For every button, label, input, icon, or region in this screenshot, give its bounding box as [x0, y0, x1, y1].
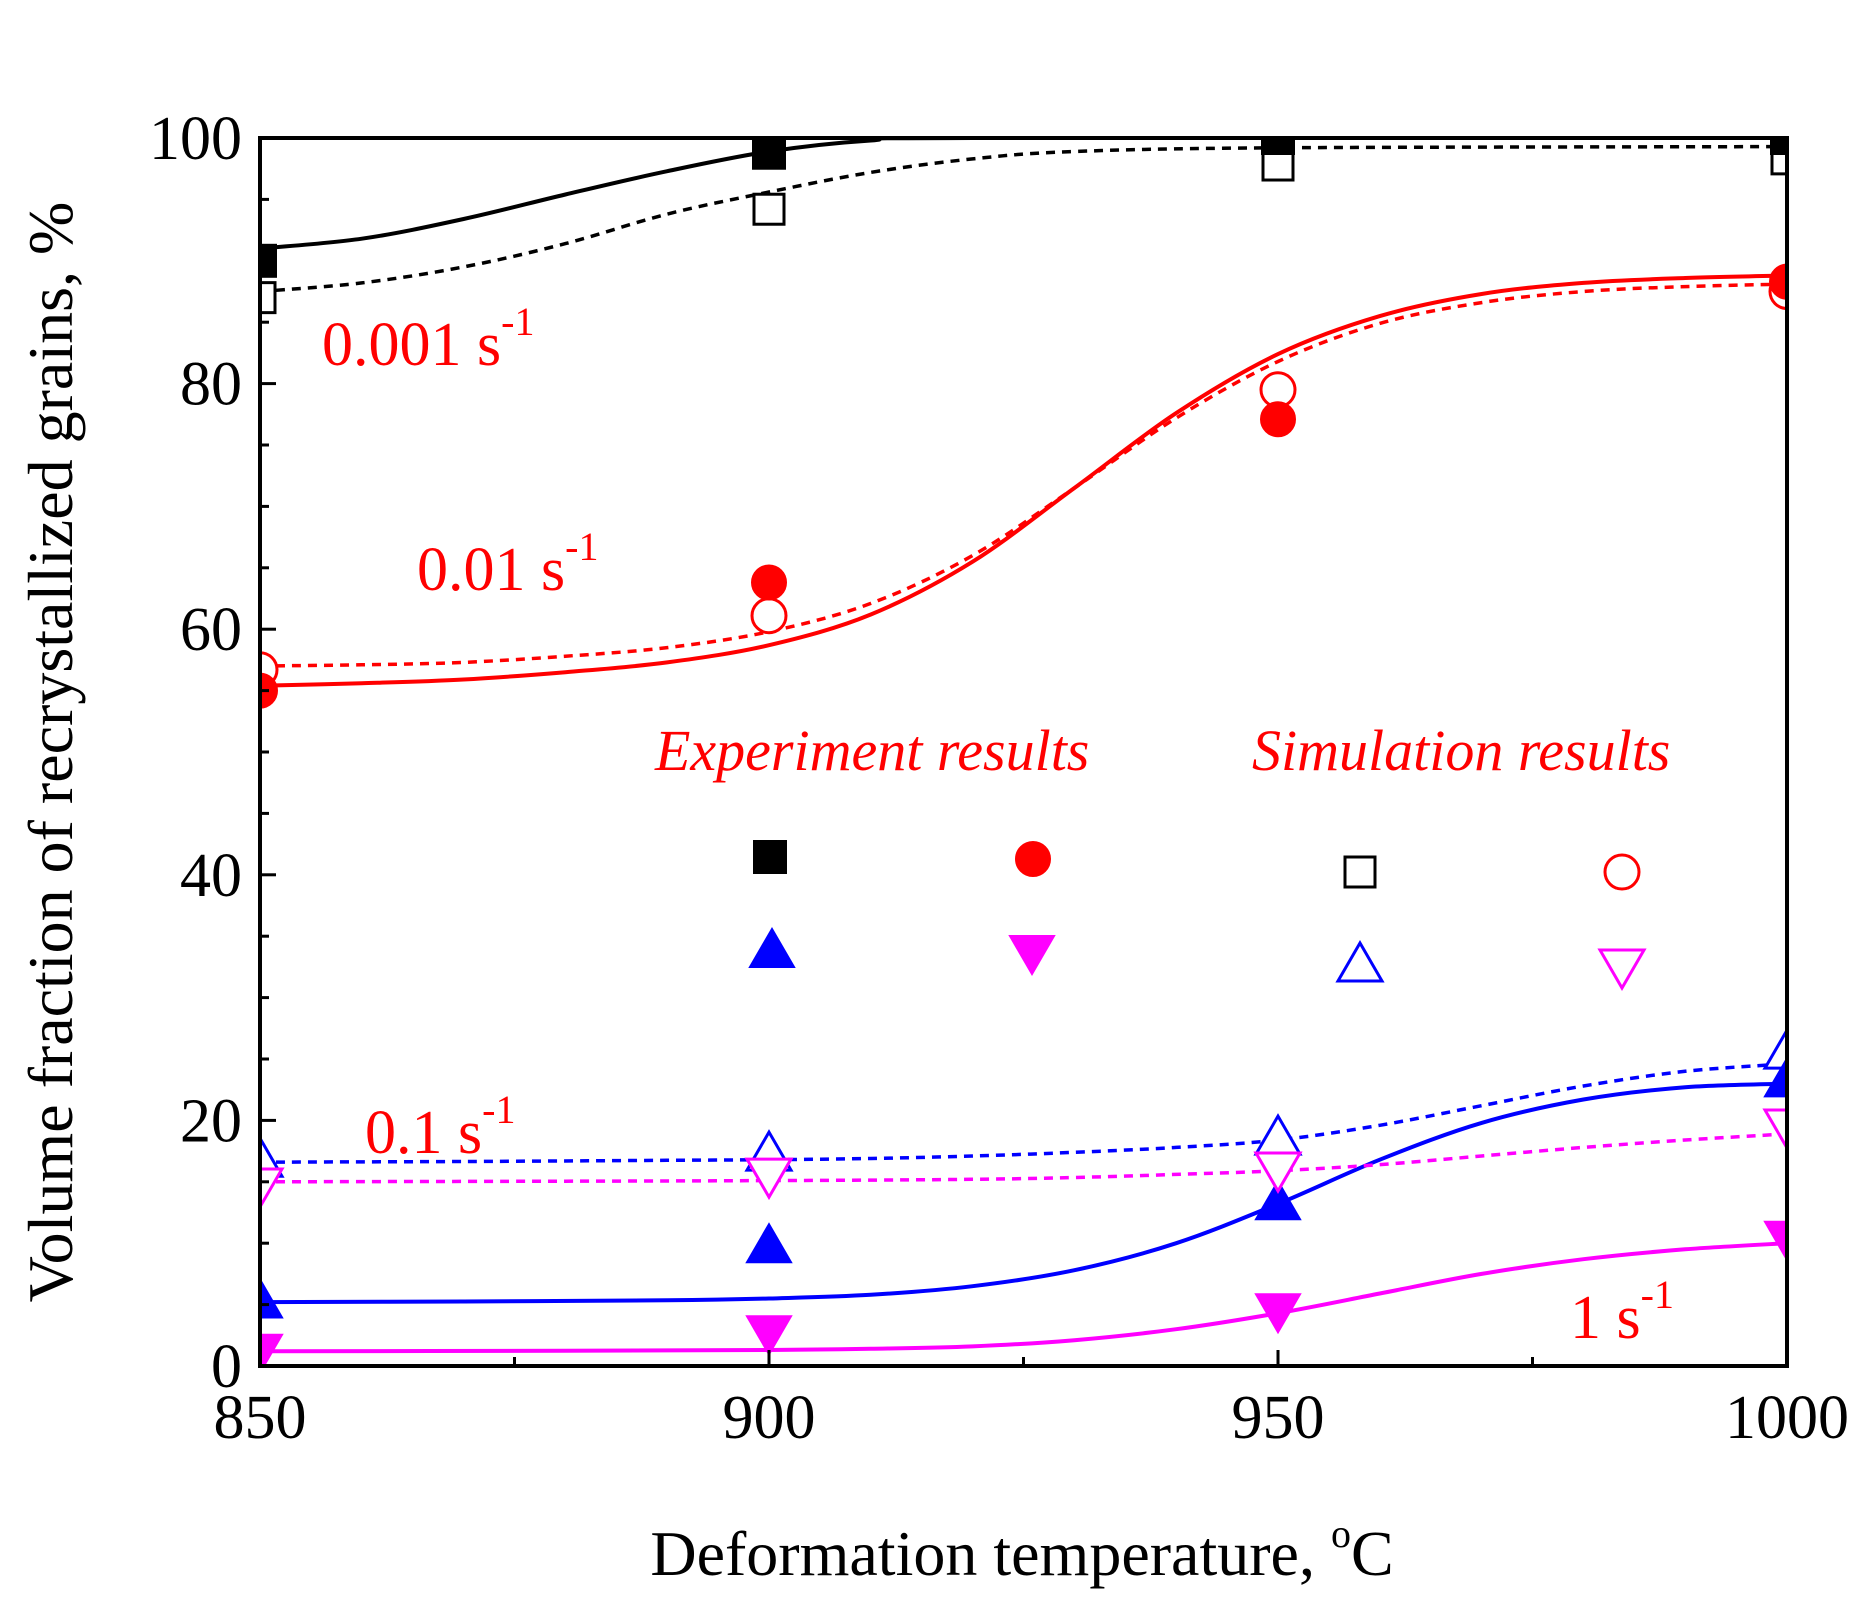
experiment-point-1s1-900 — [745, 1315, 793, 1357]
label-0.01: 0.01 s-1 — [417, 524, 598, 604]
experiment-fit-line-0.1s1 — [260, 1081, 1787, 1305]
simulation-point-0.1s1-1000 — [1762, 1027, 1787, 1070]
legend-simulation-0.01 — [1603, 853, 1641, 891]
x-tick-label-850: 850 — [214, 1384, 307, 1452]
label-1: 1 s-1 — [1570, 1272, 1674, 1352]
y-axis-title: Volume fraction of recrystallized grains… — [15, 202, 86, 1303]
experiment-fit-line-1s1 — [260, 1241, 1787, 1354]
legend-experiment-0.001 — [753, 840, 787, 874]
y-tick-label-40: 40 — [180, 842, 242, 910]
data-markers — [260, 138, 1787, 1366]
simulation-point-0.1s1-850 — [260, 1135, 285, 1178]
x-axis-title: Deformation temperature, oC — [650, 1511, 1393, 1589]
legend-simulation-1 — [1597, 948, 1647, 991]
legend-simulation-heading: Simulation results — [1252, 718, 1670, 783]
experiment-point-1s1-850 — [260, 1333, 284, 1366]
x-tick-label-900: 900 — [723, 1384, 816, 1452]
experiment-point-0.1s1-1000 — [1763, 1056, 1787, 1098]
label-0.001: 0.001 s-1 — [322, 299, 534, 379]
y-tick-label-60: 60 — [180, 596, 242, 664]
y-tick-label-20: 20 — [180, 1087, 242, 1155]
experiment-point-0.1s1-950 — [1254, 1179, 1302, 1221]
experiment-point-0.001s1-1000 — [1770, 138, 1787, 155]
legend-experiment-0.01 — [1015, 841, 1051, 877]
experiment-point-0.01s1-1000 — [1769, 263, 1787, 300]
y-tick-label-100: 100 — [149, 105, 242, 173]
legend-experiment-1 — [1008, 935, 1056, 976]
simulation-point-1s1-950 — [1253, 1151, 1303, 1194]
axis-ticks — [258, 136, 1789, 1368]
y-tick-label-0: 0 — [211, 1333, 242, 1401]
x-tick-label-1000: 1000 — [1725, 1384, 1849, 1452]
legend-simulation-0.1 — [1335, 940, 1385, 983]
simulation-fit-line-1s1 — [260, 1132, 1787, 1184]
simulation-point-1s1-850 — [260, 1167, 285, 1210]
tick-labels: 850 900 950 1000 0 20 40 60 80 100 — [149, 105, 1849, 1452]
experiment-point-1s1-1000 — [1763, 1220, 1787, 1262]
simulation-point-0.001s1-900 — [752, 192, 786, 226]
legend-simulation-0.001 — [1343, 855, 1377, 889]
experiment-point-0.01s1-950 — [1260, 401, 1296, 438]
experiment-point-1s1-950 — [1254, 1293, 1302, 1335]
experiment-point-0.01s1-900 — [751, 564, 787, 601]
y-tick-label-80: 80 — [180, 351, 242, 419]
label-0.1: 0.1 s-1 — [365, 1087, 515, 1167]
simulation-fit-line-0.01s1 — [260, 282, 1787, 668]
simulation-point-1s1-900 — [744, 1157, 794, 1201]
legend-experiment-0.1 — [748, 927, 796, 968]
legend-markers — [748, 840, 1647, 991]
experiment-point-0.1s1-900 — [745, 1222, 793, 1264]
simulation-point-0.001s1-850 — [260, 281, 277, 315]
x-tick-label-950: 950 — [1232, 1384, 1325, 1452]
experiment-point-0.001s1-900 — [752, 138, 786, 170]
legend-experiment-heading: Experiment results — [654, 718, 1089, 783]
simulation-point-0.01s1-900 — [750, 597, 788, 635]
simulation-point-1s1-1000 — [1762, 1108, 1787, 1151]
experiment-fit-line-0.01s1 — [260, 273, 1787, 688]
experiment-point-0.001s1-950 — [1261, 138, 1295, 155]
experiment-point-0.1s1-850 — [260, 1277, 284, 1319]
simulation-point-0.001s1-950 — [1261, 148, 1295, 182]
